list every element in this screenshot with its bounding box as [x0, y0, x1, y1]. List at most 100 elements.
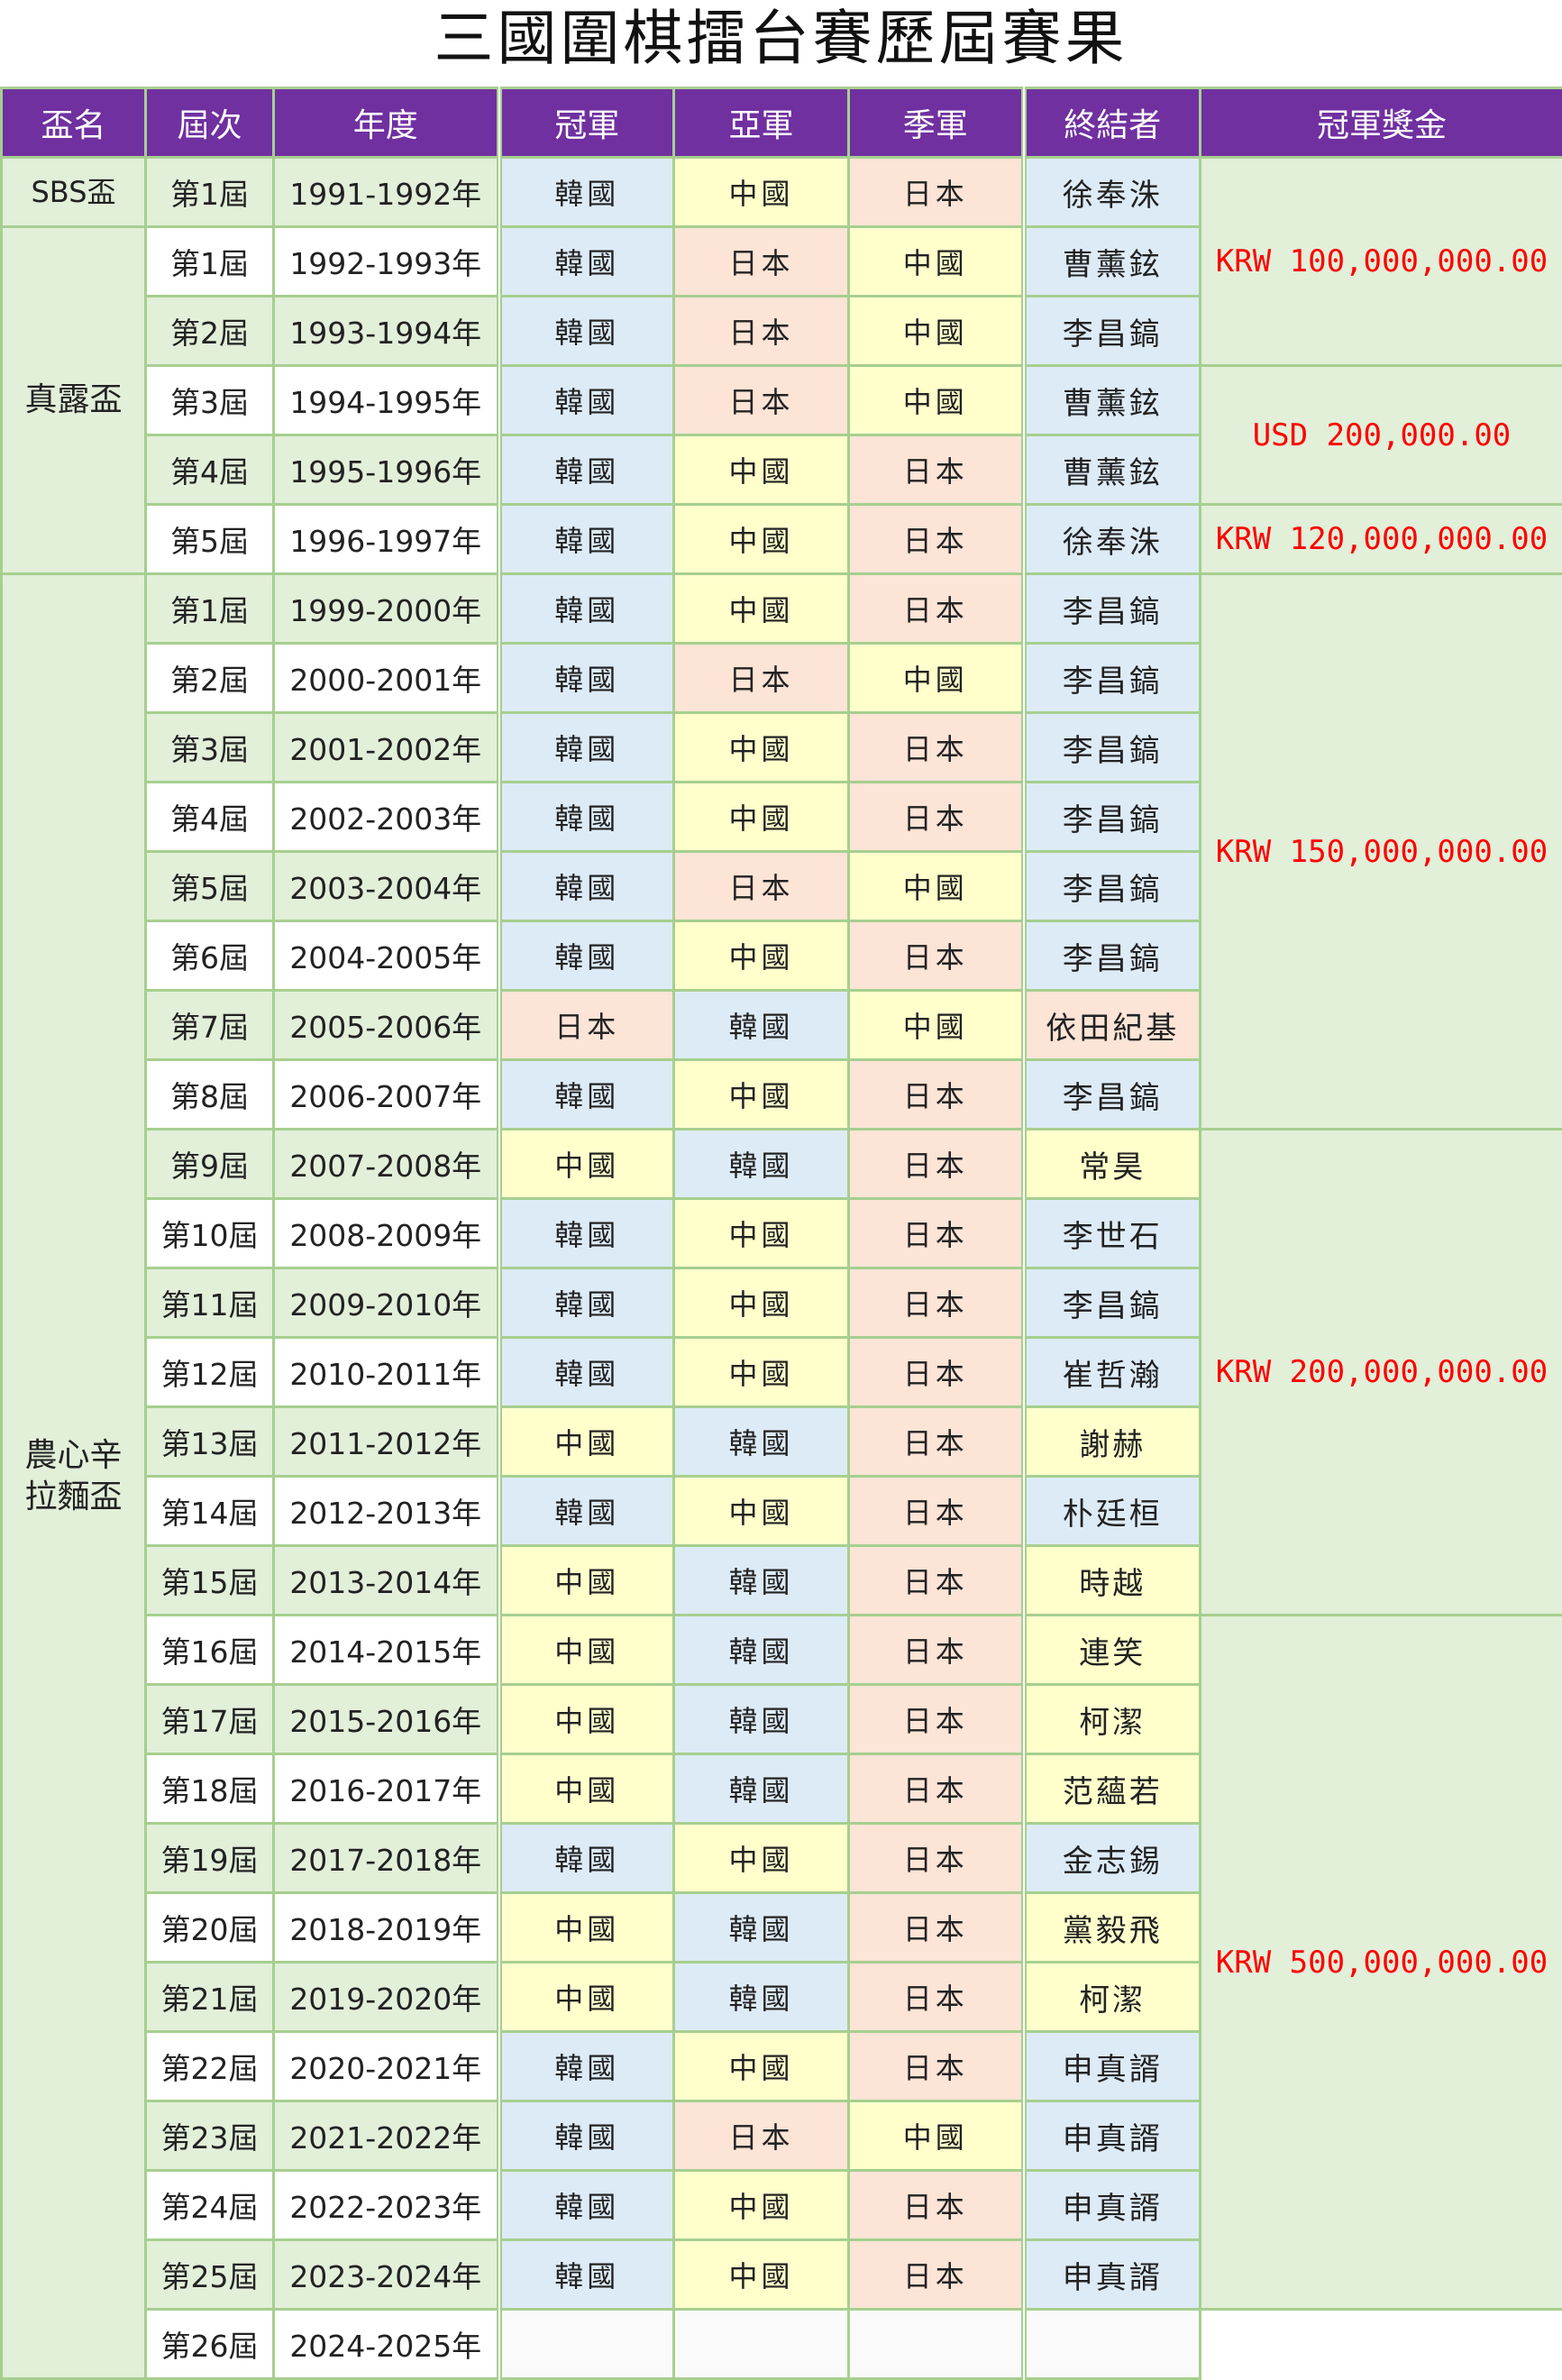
- third-place-cell: 中國: [849, 227, 1024, 297]
- year-cell: 1991-1992年: [274, 158, 499, 227]
- year-cell: 2001-2002年: [274, 713, 499, 783]
- third-place-cell: 日本: [849, 1199, 1024, 1268]
- third-place-cell: 中國: [849, 991, 1024, 1060]
- edition-cell: 第17屆: [146, 1685, 274, 1754]
- edition-cell: 第8屆: [146, 1060, 274, 1130]
- header-champion: 冠軍: [499, 88, 674, 158]
- champion-cell: 中國: [499, 1616, 674, 1685]
- runner-up-cell: 中國: [674, 713, 849, 783]
- finisher-cell: 申真諝: [1024, 2032, 1201, 2101]
- champion-cell: 中國: [499, 1963, 674, 2032]
- runner-up-cell: 韓國: [674, 1754, 849, 1824]
- runner-up-cell: 日本: [674, 297, 849, 366]
- year-cell: 1992-1993年: [274, 227, 499, 297]
- header-prize: 冠軍獎金: [1201, 88, 1562, 158]
- year-cell: 2022-2023年: [274, 2171, 499, 2240]
- year-cell: 2020-2021年: [274, 2032, 499, 2101]
- runner-up-cell: 中國: [674, 2032, 849, 2101]
- third-place-cell: 日本: [849, 435, 1024, 505]
- finisher-cell: 柯潔: [1024, 1685, 1201, 1754]
- third-place-cell: 日本: [849, 1685, 1024, 1754]
- year-cell: 2009-2010年: [274, 1268, 499, 1338]
- finisher-cell: 李昌鎬: [1024, 783, 1201, 852]
- third-place-cell: 日本: [849, 1824, 1024, 1893]
- finisher-cell: 柯潔: [1024, 1963, 1201, 2032]
- prize-amount: KRW 200,000,000.00: [1201, 1130, 1562, 1616]
- edition-cell: 第4屆: [146, 435, 274, 505]
- year-cell: 2017-2018年: [274, 1824, 499, 1893]
- runner-up-cell: 韓國: [674, 1685, 849, 1754]
- runner-up-cell: 中國: [674, 1824, 849, 1893]
- third-place-cell: 中國: [849, 297, 1024, 366]
- champion-cell: 韓國: [499, 852, 674, 921]
- champion-cell: 韓國: [499, 1060, 674, 1130]
- edition-cell: 第18屆: [146, 1754, 274, 1824]
- runner-up-cell: 日本: [674, 644, 849, 713]
- edition-cell: 第1屆: [146, 574, 274, 644]
- edition-cell: 第1屆: [146, 227, 274, 297]
- edition-cell: 第21屆: [146, 1963, 274, 2032]
- champion-cell: 韓國: [499, 1824, 674, 1893]
- champion-cell: 日本: [499, 991, 674, 1060]
- runner-up-cell: 韓國: [674, 1616, 849, 1685]
- finisher-cell: 徐奉洙: [1024, 158, 1201, 227]
- runner-up-cell: 中國: [674, 783, 849, 852]
- third-place-cell: 日本: [849, 1546, 1024, 1616]
- header-third: 季軍: [849, 88, 1024, 158]
- edition-cell: 第4屆: [146, 783, 274, 852]
- year-cell: 2003-2004年: [274, 852, 499, 921]
- year-cell: 2015-2016年: [274, 1685, 499, 1754]
- year-cell: 1995-1996年: [274, 435, 499, 505]
- year-cell: 2023-2024年: [274, 2240, 499, 2310]
- third-place-cell: 日本: [849, 1130, 1024, 1199]
- finisher-cell: [1024, 2310, 1201, 2379]
- champion-cell: 韓國: [499, 366, 674, 435]
- runner-up-cell: 中國: [674, 1060, 849, 1130]
- finisher-cell: 李昌鎬: [1024, 1268, 1201, 1338]
- champion-cell: 中國: [499, 1407, 674, 1477]
- edition-cell: 第14屆: [146, 1477, 274, 1546]
- runner-up-cell: 中國: [674, 1199, 849, 1268]
- runner-up-cell: 中國: [674, 435, 849, 505]
- edition-cell: 第25屆: [146, 2240, 274, 2310]
- prize-amount: USD 200,000.00: [1201, 366, 1562, 505]
- edition-cell: 第19屆: [146, 1824, 274, 1893]
- third-place-cell: 日本: [849, 505, 1024, 574]
- champion-cell: [499, 2310, 674, 2379]
- header-edition: 屆次: [146, 88, 274, 158]
- runner-up-cell: 中國: [674, 921, 849, 991]
- runner-up-cell: 中國: [674, 1477, 849, 1546]
- third-place-cell: 日本: [849, 1754, 1024, 1824]
- year-cell: 2010-2011年: [274, 1338, 499, 1407]
- champion-cell: 中國: [499, 1754, 674, 1824]
- edition-cell: 第1屆: [146, 158, 274, 227]
- champion-cell: 韓國: [499, 783, 674, 852]
- finisher-cell: 李昌鎬: [1024, 921, 1201, 991]
- prize-amount: KRW 100,000,000.00: [1201, 158, 1562, 366]
- champion-cell: 中國: [499, 1130, 674, 1199]
- year-cell: 2004-2005年: [274, 921, 499, 991]
- edition-cell: 第3屆: [146, 366, 274, 435]
- champion-cell: 韓國: [499, 574, 674, 644]
- champion-cell: 中國: [499, 1685, 674, 1754]
- third-place-cell: 日本: [849, 783, 1024, 852]
- finisher-cell: 申真諝: [1024, 2101, 1201, 2171]
- runner-up-cell: 韓國: [674, 991, 849, 1060]
- finisher-cell: 申真諝: [1024, 2240, 1201, 2310]
- finisher-cell: 徐奉洙: [1024, 505, 1201, 574]
- finisher-cell: 謝赫: [1024, 1407, 1201, 1477]
- cup-name: 農心辛 拉麵盃: [2, 574, 146, 2379]
- year-cell: 2002-2003年: [274, 783, 499, 852]
- edition-cell: 第24屆: [146, 2171, 274, 2240]
- runner-up-cell: 中國: [674, 158, 849, 227]
- third-place-cell: 日本: [849, 2032, 1024, 2101]
- year-cell: 1999-2000年: [274, 574, 499, 644]
- runner-up-cell: 日本: [674, 852, 849, 921]
